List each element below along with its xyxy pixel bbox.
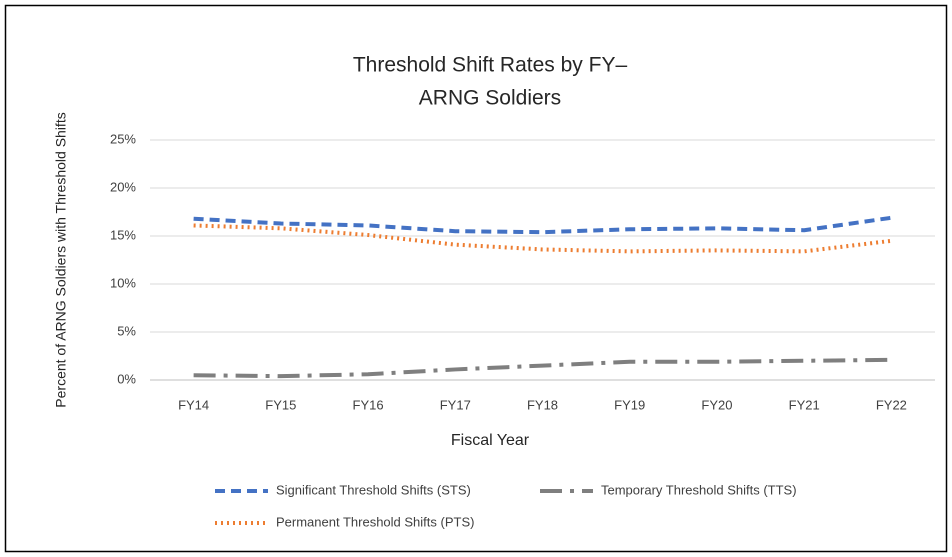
x-tick-label: FY20 (701, 397, 732, 412)
x-tick-label: FY18 (527, 397, 558, 412)
x-tick-label: FY17 (440, 397, 471, 412)
x-axis-label: Fiscal Year (451, 432, 530, 449)
x-tick-label: FY19 (614, 397, 645, 412)
y-tick-label: 25% (110, 131, 136, 146)
y-tick-label: 20% (110, 179, 136, 194)
y-tick-label: 5% (117, 323, 136, 338)
x-tick-label: FY15 (265, 397, 296, 412)
line-series (193, 357, 892, 379)
legend-label: Temporary Threshold Shifts (TTS) (601, 482, 797, 497)
y-tick-label: 15% (110, 227, 136, 242)
chart-title: Threshold Shift Rates by FY– (353, 54, 628, 77)
line-series (193, 223, 892, 254)
y-tick-label: 10% (110, 275, 136, 290)
x-tick-label: FY21 (789, 397, 820, 412)
line-series (193, 215, 892, 235)
y-axis-label: Percent of ARNG Soldiers with Threshold … (53, 112, 69, 407)
chart-title: ARNG Soldiers (419, 87, 561, 110)
x-tick-label: FY22 (876, 397, 907, 412)
chart-frame (4, 4, 948, 553)
legend-label: Significant Threshold Shifts (STS) (276, 482, 471, 497)
y-tick-label: 0% (117, 371, 136, 386)
x-tick-label: FY14 (178, 397, 209, 412)
legend-label: Permanent Threshold Shifts (PTS) (276, 514, 474, 529)
x-tick-label: FY16 (353, 397, 384, 412)
